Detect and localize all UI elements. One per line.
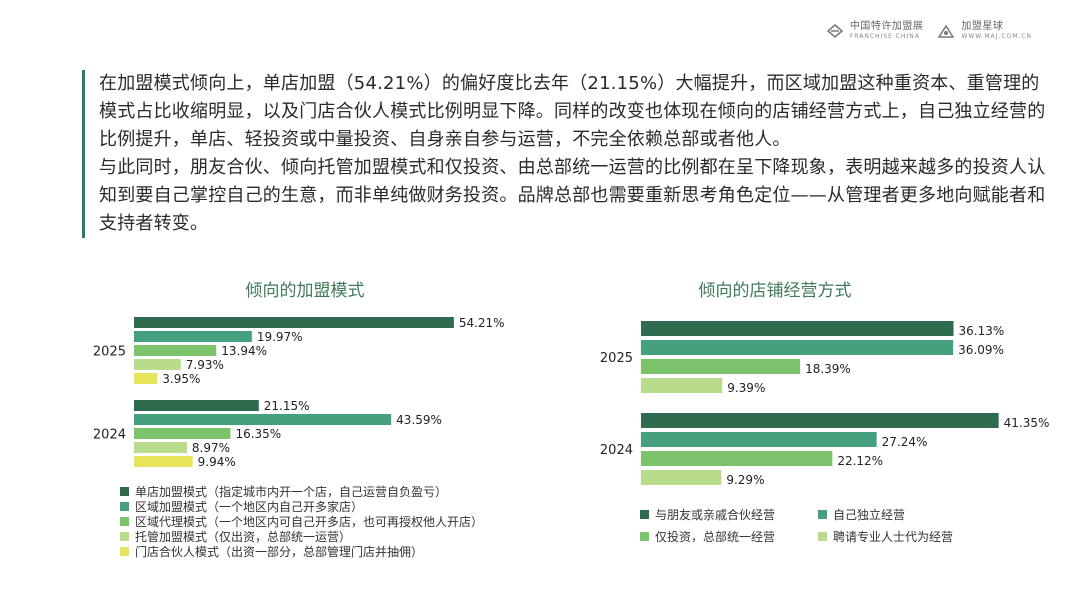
legend-swatch bbox=[120, 517, 129, 526]
bar-2024-series-2 bbox=[641, 451, 833, 466]
summary-text-block: 在加盟模式倾向上，单店加盟（54.21%）的偏好度比去年（21.15%）大幅提升… bbox=[82, 70, 1049, 238]
bar-2024-series-3 bbox=[641, 470, 722, 485]
data-label-2025-series-3: 7.93% bbox=[186, 358, 224, 372]
bar-2025-series-1 bbox=[134, 331, 252, 342]
legend-item-4: 门店合伙人模式（出资一部分，总部管理门店并抽佣） bbox=[120, 544, 483, 559]
franchise-mode-bar-chart: 54.21% 19.97%13.94%7.93%3.95% 2025 21.15% 43… bbox=[93, 316, 505, 469]
bar-2025-series-4 bbox=[134, 373, 158, 384]
category-label-2025: 2025 bbox=[600, 351, 633, 366]
data-label-2025-series-1: 36.09% bbox=[958, 343, 1004, 357]
data-label-2025-series-1: 19.97% bbox=[257, 330, 303, 344]
data-label-2024-series-1: 27.24% bbox=[882, 435, 928, 449]
logo-right-en: WWW.MAJ.COM.CN bbox=[961, 33, 1032, 40]
legend-swatch bbox=[120, 487, 129, 496]
legend-swatch bbox=[120, 502, 129, 511]
logo-left-en: FRANCHISE CHINA bbox=[849, 33, 920, 40]
bar-2025-series-2 bbox=[641, 359, 801, 374]
data-label-2024-series-3: 8.97% bbox=[192, 441, 230, 455]
store-operation-legend: 与朋友或亲戚合伙经营 自己独立经营仅投资，总部统一经营 聘请专业人士代为经营 bbox=[640, 505, 978, 545]
legend-item-3: 聘请专业人士代为经营 bbox=[818, 527, 978, 545]
data-label-2025-series-2: 18.39% bbox=[805, 362, 851, 376]
legend-swatch bbox=[818, 531, 827, 541]
bar-2024-series-1 bbox=[641, 432, 877, 447]
data-label-2024-series-2: 16.35% bbox=[235, 427, 281, 441]
logo-right-cn: 加盟星球 bbox=[961, 21, 1004, 32]
legend-label: 单店加盟模式（指定城市内开一个店，自己运营自负盈亏） bbox=[135, 485, 448, 499]
data-label-2025-series-0: 36.13% bbox=[959, 324, 1005, 338]
legend-label: 区域代理模式（一个地区内可自己开多店，也可再授权他人开店） bbox=[135, 515, 484, 529]
legend-swatch bbox=[640, 509, 649, 519]
legend-item-2: 仅投资，总部统一经营 bbox=[640, 527, 818, 545]
legend-item-0: 与朋友或亲戚合伙经营 bbox=[640, 505, 818, 523]
franchise-logo-icon bbox=[826, 24, 843, 38]
data-label-2025-series-0: 54.21% bbox=[459, 316, 505, 330]
summary-paragraph-1: 在加盟模式倾向上，单店加盟（54.21%）的偏好度比去年（21.15%）大幅提升… bbox=[99, 73, 1046, 150]
data-label-2024-series-0: 21.15% bbox=[264, 399, 310, 413]
legend-label: 托管加盟模式（仅出资，总部统一运营） bbox=[135, 530, 352, 544]
bar-2024-series-4 bbox=[134, 456, 193, 467]
bar-2025-series-0 bbox=[641, 321, 954, 336]
chart-title-store-operation: 倾向的店铺经营方式 bbox=[698, 281, 852, 301]
bar-2025-series-1 bbox=[641, 340, 954, 355]
bar-2024-series-1 bbox=[134, 414, 392, 425]
chart-title-franchise-mode: 倾向的加盟模式 bbox=[245, 281, 365, 301]
legend-label: 与朋友或亲戚合伙经营 bbox=[655, 507, 776, 522]
legend-item-3: 托管加盟模式（仅出资，总部统一运营） bbox=[120, 529, 483, 544]
header-logos: 中国特许加盟展 FRANCHISE CHINA 加盟星球 WWW.MAJ.COM… bbox=[826, 22, 1032, 40]
bar-2025-series-0 bbox=[134, 317, 454, 328]
franchise-mode-legend: 单店加盟模式（指定城市内开一个店，自己运营自负盈亏） 区域加盟模式（一个地区内自己… bbox=[120, 484, 483, 559]
legend-item-1: 自己独立经营 bbox=[818, 505, 978, 523]
category-label-2024: 2024 bbox=[600, 443, 633, 458]
data-label-2025-series-2: 13.94% bbox=[221, 344, 267, 358]
category-label-2025: 2025 bbox=[93, 345, 126, 360]
bar-2024-series-3 bbox=[134, 442, 187, 453]
data-label-2024-series-3: 9.29% bbox=[726, 473, 764, 487]
bar-2025-series-3 bbox=[641, 378, 723, 393]
franchise-planet-logo: 加盟星球 WWW.MAJ.COM.CN bbox=[937, 22, 1032, 40]
legend-swatch bbox=[120, 547, 129, 556]
data-label-2024-series-4: 9.94% bbox=[198, 455, 236, 469]
data-label-2024-series-1: 43.59% bbox=[396, 413, 442, 427]
legend-item-0: 单店加盟模式（指定城市内开一个店，自己运营自负盈亏） bbox=[120, 484, 483, 499]
legend-label: 门店合伙人模式（出资一部分，总部管理门店并抽佣） bbox=[135, 545, 424, 559]
legend-label: 区域加盟模式（一个地区内自己开多家店） bbox=[135, 500, 364, 514]
summary-paragraph-2: 与此同时，朋友合伙、倾向托管加盟模式和仅投资、由总部统一运营的比例都在呈下降现象… bbox=[99, 157, 1046, 234]
data-label-2025-series-4: 3.95% bbox=[162, 372, 200, 386]
category-label-2024: 2024 bbox=[93, 428, 126, 443]
legend-item-1: 区域加盟模式（一个地区内自己开多家店） bbox=[120, 499, 483, 514]
legend-swatch bbox=[640, 531, 649, 541]
planet-logo-icon bbox=[937, 24, 955, 38]
legend-label: 自己独立经营 bbox=[833, 507, 906, 522]
legend-label: 聘请专业人士代为经营 bbox=[833, 529, 954, 544]
data-label-2024-series-0: 41.35% bbox=[1004, 416, 1050, 430]
franchise-china-logo: 中国特许加盟展 FRANCHISE CHINA bbox=[826, 22, 924, 40]
legend-swatch bbox=[818, 509, 827, 519]
bar-2025-series-2 bbox=[134, 345, 217, 356]
bar-2025-series-3 bbox=[134, 359, 181, 370]
bar-2024-series-0 bbox=[134, 400, 259, 411]
legend-item-2: 区域代理模式（一个地区内可自己开多店，也可再授权他人开店） bbox=[120, 514, 483, 529]
legend-label: 仅投资，总部统一经营 bbox=[655, 529, 776, 544]
data-label-2024-series-2: 22.12% bbox=[837, 454, 883, 468]
bar-2024-series-2 bbox=[134, 428, 231, 439]
logo-left-cn: 中国特许加盟展 bbox=[849, 21, 924, 32]
legend-swatch bbox=[120, 532, 129, 541]
store-operation-bar-chart: 36.13% 36.09% 18.39% 9.39% 2025 41.35% 27.24% 2… bbox=[600, 321, 1050, 487]
data-label-2025-series-3: 9.39% bbox=[727, 381, 765, 395]
bar-2024-series-0 bbox=[641, 413, 999, 428]
